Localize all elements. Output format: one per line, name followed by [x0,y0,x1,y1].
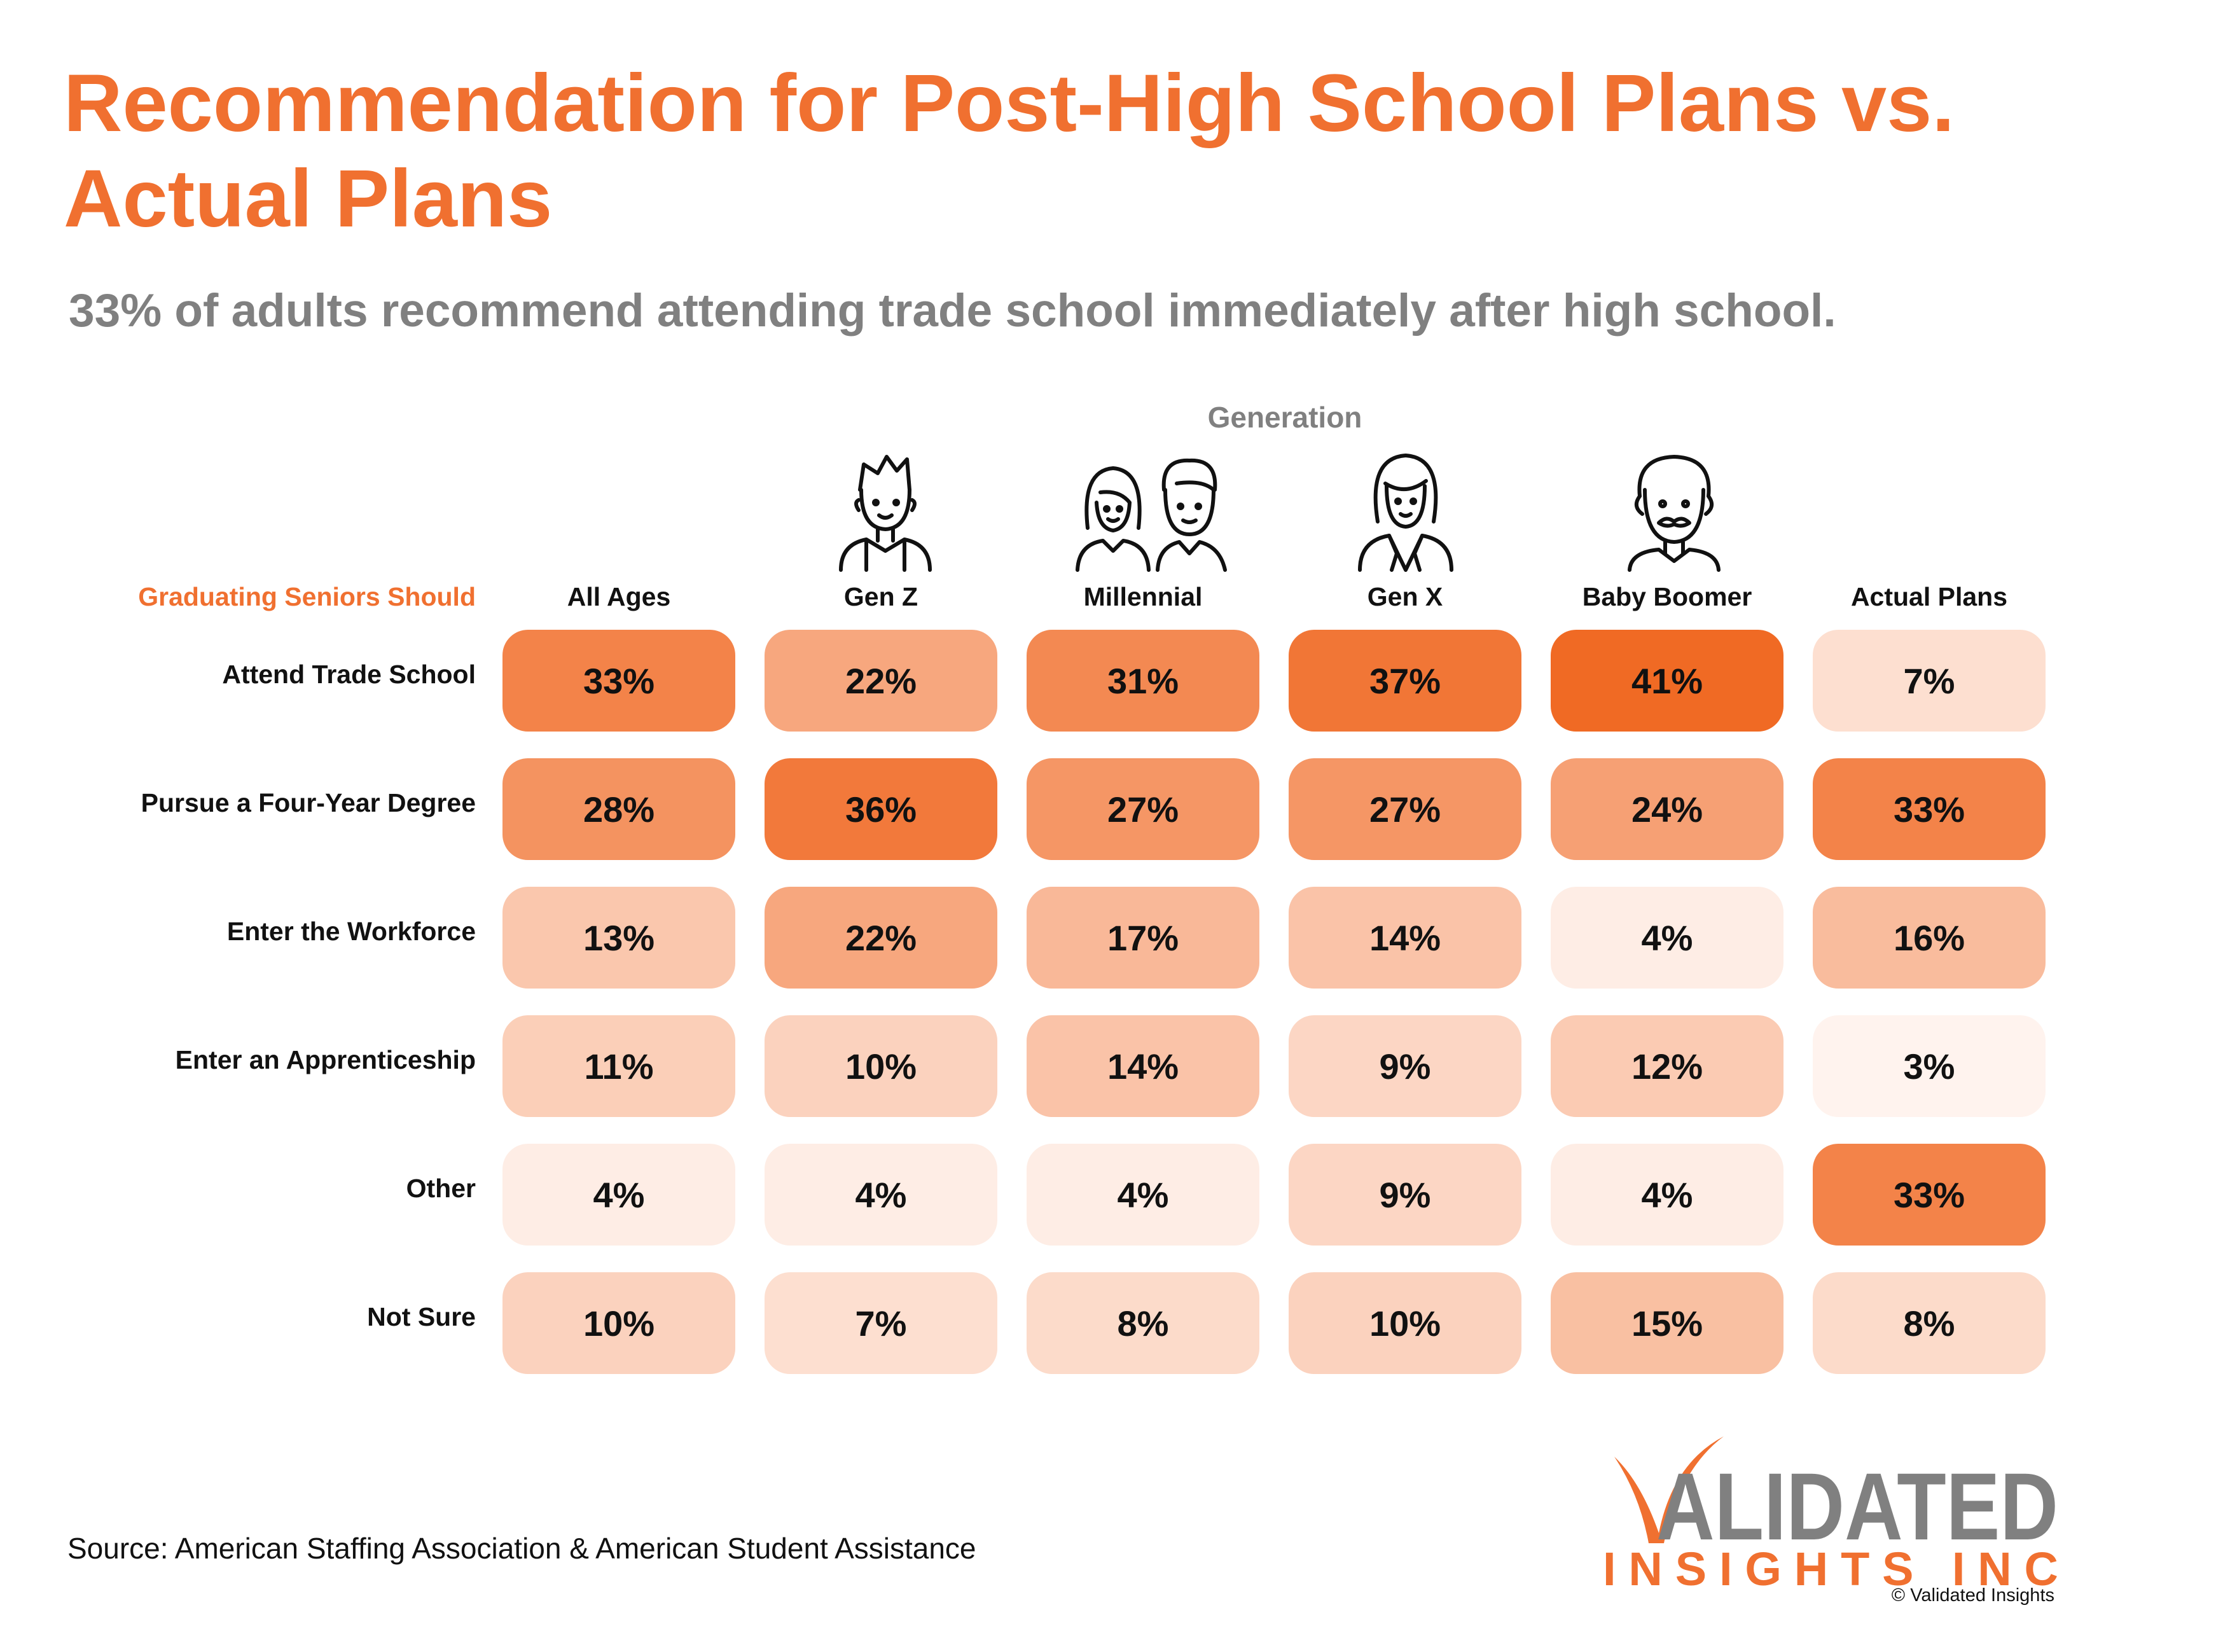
column-header: Gen X [1367,582,1443,611]
heatmap-cell: 14% [1027,1015,1259,1117]
chart-title: Recommendation for Post-High School Plan… [64,58,1955,244]
row-header-label: Graduating Seniors Should [138,582,476,611]
heatmap-cell: 12% [1551,1015,1783,1117]
heatmap-cell: 16% [1813,887,2046,989]
heatmap-cell: 4% [1551,1144,1783,1246]
row-label: Enter the Workforce [226,917,476,946]
column-header: Millennial [1083,582,1203,611]
heatmap-cell: 4% [502,1144,735,1246]
column-header: Gen Z [843,582,918,611]
column-header: Baby Boomer [1582,582,1752,611]
heatmap-cell: 10% [1289,1272,1521,1374]
heatmap-cell: 37% [1289,630,1521,732]
millennial-couple-icon [1075,445,1228,573]
heatmap-cell: 11% [502,1015,735,1117]
heatmap-cell: 31% [1027,630,1259,732]
svg-text:ALIDATED: ALIDATED [1656,1453,2058,1560]
row-label: Other [406,1174,476,1203]
heatmap-cell: 17% [1027,887,1259,989]
heatmap-cell: 4% [1027,1144,1259,1246]
heatmap-cell: 9% [1289,1015,1521,1117]
heatmap-cell: 9% [1289,1144,1521,1246]
baby-boomer-man-icon [1623,445,1725,573]
generation-label: Generation [1207,401,1362,434]
gen-x-woman-icon [1355,445,1457,573]
row-label: Not Sure [367,1302,476,1331]
row-label: Enter an Apprenticeship [175,1045,476,1074]
heatmap-cell: 28% [502,758,735,860]
source-note: Source: American Staffing Association & … [67,1532,976,1565]
column-header: Actual Plans [1850,582,2008,611]
heatmap-cell: 10% [765,1015,997,1117]
heatmap-cell: 4% [765,1144,997,1246]
heatmap-cell: 27% [1289,758,1521,860]
heatmap-cell: 15% [1551,1272,1783,1374]
row-label: Pursue a Four-Year Degree [141,788,476,817]
heatmap-cell: 3% [1813,1015,2046,1117]
heatmap-cell: 22% [765,630,997,732]
validated-insights-logo: ALIDATED INSIGHTS INC [1603,1425,2061,1595]
heatmap-cell: 33% [1813,1144,2046,1246]
heatmap-cell: 4% [1551,887,1783,989]
heatmap-cell: 8% [1027,1272,1259,1374]
heatmap-cell: 14% [1289,887,1521,989]
heatmap-cell: 10% [502,1272,735,1374]
heatmap-cell: 33% [502,630,735,732]
heatmap-cell: 7% [765,1272,997,1374]
heatmap-cell: 8% [1813,1272,2046,1374]
gen-z-person-icon [828,445,943,573]
heatmap-cell: 22% [765,887,997,989]
heatmap-cell: 33% [1813,758,2046,860]
heatmap-cell: 36% [765,758,997,860]
chart-subtitle: 33% of adults recommend attending trade … [69,285,1836,337]
heatmap-cell: 41% [1551,630,1783,732]
column-header: All Ages [567,582,671,611]
heatmap-cell: 13% [502,887,735,989]
heatmap-cell: 27% [1027,758,1259,860]
heatmap-cell: 7% [1813,630,2046,732]
copyright-note: © Validated Insights [1891,1585,2054,1606]
row-label: Attend Trade School [222,660,476,689]
heatmap-cell: 24% [1551,758,1783,860]
